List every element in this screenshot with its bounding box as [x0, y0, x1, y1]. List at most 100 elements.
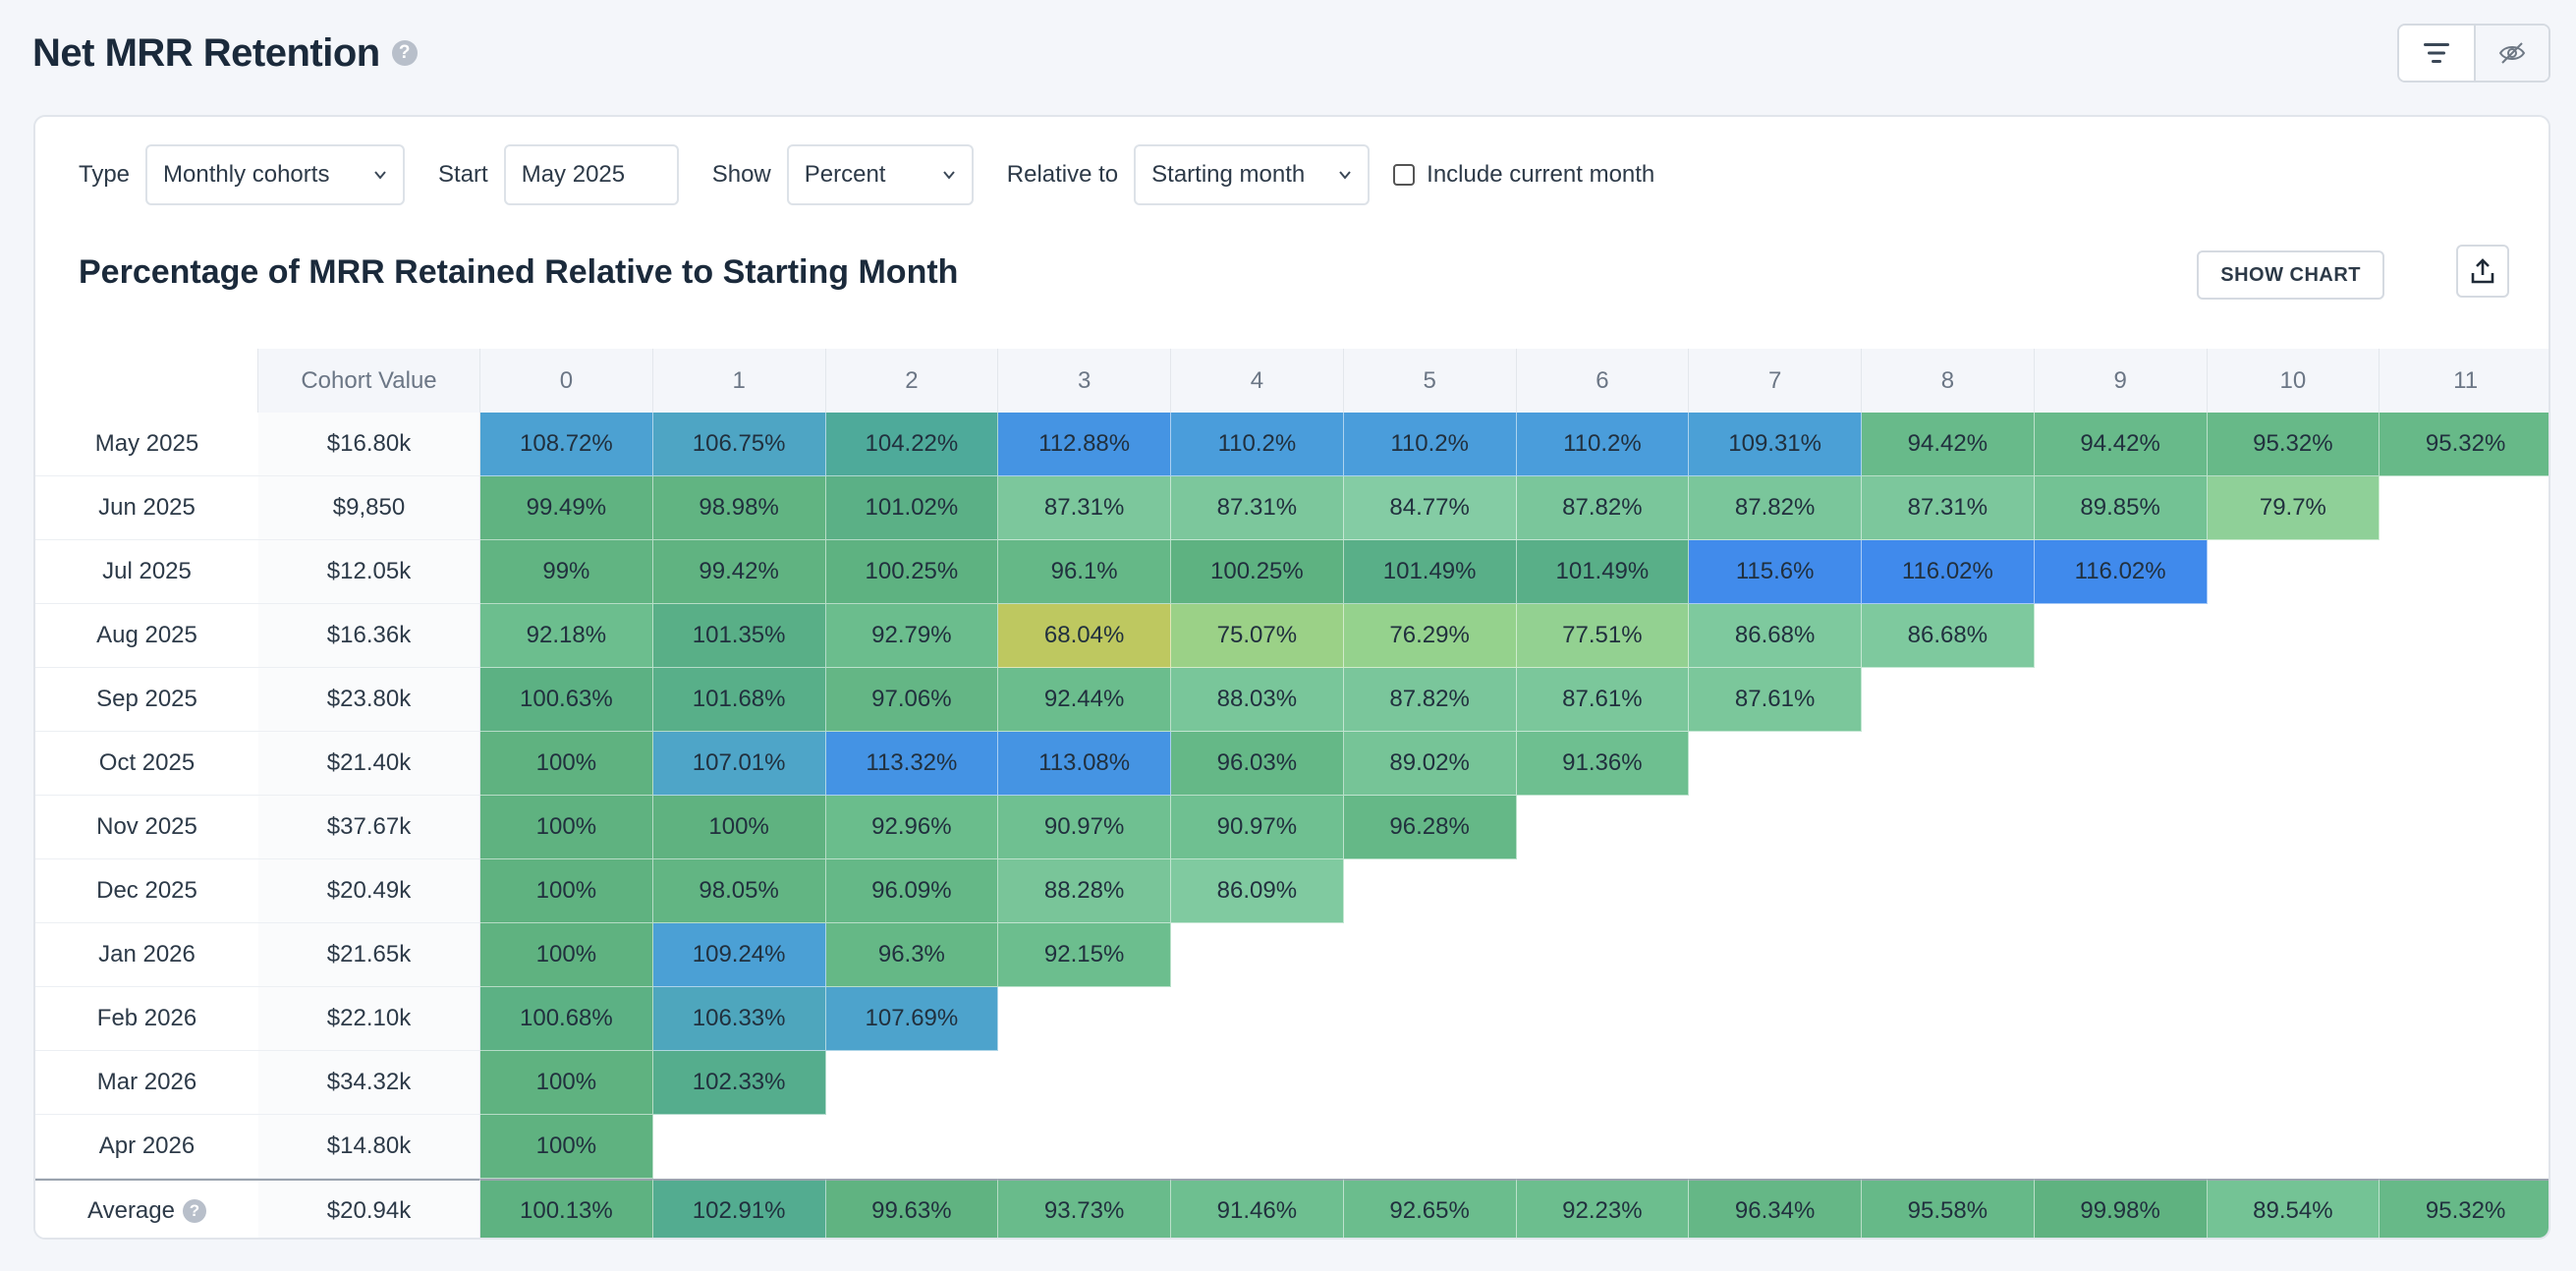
filter-button[interactable]: [2399, 26, 2474, 81]
retention-cell[interactable]: 113.08%: [998, 732, 1171, 796]
include-current-checkbox[interactable]: [1393, 164, 1416, 186]
retention-cell[interactable]: 92.79%: [825, 604, 999, 668]
retention-cell[interactable]: 101.35%: [652, 604, 826, 668]
retention-cell[interactable]: 87.82%: [1689, 476, 1862, 540]
retention-cell[interactable]: 116.02%: [2034, 540, 2208, 604]
retention-cell[interactable]: 94.42%: [2034, 413, 2208, 476]
retention-cell[interactable]: 100.68%: [480, 987, 653, 1051]
retention-cell[interactable]: 75.07%: [1171, 604, 1344, 668]
retention-cell[interactable]: 87.82%: [1343, 668, 1517, 732]
show-chart-button[interactable]: SHOW CHART: [2197, 250, 2384, 300]
retention-cell[interactable]: 95.32%: [2380, 1179, 2548, 1238]
retention-cell[interactable]: 68.04%: [998, 604, 1171, 668]
retention-cell[interactable]: 90.97%: [1171, 796, 1344, 859]
retention-cell[interactable]: 92.18%: [480, 604, 653, 668]
retention-cell[interactable]: 107.01%: [652, 732, 826, 796]
retention-cell[interactable]: 92.44%: [998, 668, 1171, 732]
retention-cell[interactable]: 95.58%: [1862, 1179, 2035, 1238]
retention-cell[interactable]: 89.02%: [1343, 732, 1517, 796]
retention-cell[interactable]: 101.02%: [825, 476, 999, 540]
retention-cell[interactable]: 79.7%: [2207, 476, 2380, 540]
relative-select[interactable]: Starting month: [1134, 144, 1371, 205]
retention-cell[interactable]: 106.75%: [652, 413, 826, 476]
retention-cell[interactable]: 100.25%: [1171, 540, 1344, 604]
retention-cell[interactable]: 87.31%: [1862, 476, 2035, 540]
retention-cell[interactable]: 91.46%: [1171, 1179, 1344, 1238]
retention-cell[interactable]: 100%: [480, 923, 653, 987]
retention-cell[interactable]: 96.1%: [998, 540, 1171, 604]
retention-cell[interactable]: 100%: [480, 732, 653, 796]
retention-cell[interactable]: 86.09%: [1171, 859, 1344, 923]
retention-cell[interactable]: 101.68%: [652, 668, 826, 732]
retention-cell[interactable]: 89.54%: [2207, 1179, 2380, 1238]
retention-cell[interactable]: 100%: [480, 859, 653, 923]
retention-cell[interactable]: 106.33%: [652, 987, 826, 1051]
retention-cell[interactable]: 90.97%: [998, 796, 1171, 859]
hide-button[interactable]: [2474, 26, 2548, 81]
retention-cell[interactable]: 98.05%: [652, 859, 826, 923]
retention-cell[interactable]: 100%: [652, 796, 826, 859]
retention-cell[interactable]: 99%: [480, 540, 653, 604]
retention-cell[interactable]: 100.25%: [825, 540, 999, 604]
retention-cell[interactable]: 96.28%: [1343, 796, 1517, 859]
retention-cell[interactable]: 87.82%: [1516, 476, 1690, 540]
retention-cell[interactable]: 99.98%: [2034, 1179, 2208, 1238]
question-circle-icon[interactable]: ?: [182, 1199, 206, 1223]
retention-cell[interactable]: 96.34%: [1689, 1179, 1862, 1238]
retention-cell[interactable]: 99.63%: [825, 1179, 999, 1238]
show-select[interactable]: Percent: [786, 144, 974, 205]
retention-cell[interactable]: 110.2%: [1516, 413, 1690, 476]
start-input[interactable]: May 2025: [503, 144, 679, 205]
retention-cell[interactable]: 102.91%: [652, 1179, 826, 1238]
retention-cell[interactable]: 96.03%: [1171, 732, 1344, 796]
retention-cell[interactable]: 86.68%: [1689, 604, 1862, 668]
retention-cell[interactable]: 100%: [480, 796, 653, 859]
retention-cell[interactable]: 84.77%: [1343, 476, 1517, 540]
retention-cell[interactable]: 92.65%: [1343, 1179, 1517, 1238]
retention-cell[interactable]: 100%: [480, 1051, 653, 1115]
retention-cell[interactable]: 108.72%: [480, 413, 653, 476]
type-select[interactable]: Monthly cohorts: [145, 144, 406, 205]
retention-cell[interactable]: 92.23%: [1516, 1179, 1690, 1238]
retention-cell[interactable]: 77.51%: [1516, 604, 1690, 668]
retention-cell[interactable]: 113.32%: [825, 732, 999, 796]
retention-cell[interactable]: 76.29%: [1343, 604, 1517, 668]
retention-cell[interactable]: 110.2%: [1171, 413, 1344, 476]
retention-cell[interactable]: 87.61%: [1689, 668, 1862, 732]
retention-cell[interactable]: 94.42%: [1862, 413, 2035, 476]
retention-cell[interactable]: 100.13%: [480, 1179, 653, 1238]
retention-cell[interactable]: 97.06%: [825, 668, 999, 732]
include-current-toggle[interactable]: Include current month: [1393, 161, 1654, 189]
retention-cell[interactable]: 96.3%: [825, 923, 999, 987]
retention-cell[interactable]: 109.24%: [652, 923, 826, 987]
question-circle-icon[interactable]: ?: [391, 40, 418, 66]
retention-cell[interactable]: 115.6%: [1689, 540, 1862, 604]
retention-cell[interactable]: 104.22%: [825, 413, 999, 476]
retention-cell[interactable]: 107.69%: [825, 987, 999, 1051]
retention-cell[interactable]: 86.68%: [1862, 604, 2035, 668]
retention-cell[interactable]: 92.15%: [998, 923, 1171, 987]
retention-cell[interactable]: 89.85%: [2034, 476, 2208, 540]
retention-cell[interactable]: 99.42%: [652, 540, 826, 604]
retention-cell[interactable]: 92.96%: [825, 796, 999, 859]
retention-cell[interactable]: 99.49%: [480, 476, 653, 540]
export-button[interactable]: [2456, 245, 2509, 298]
retention-cell[interactable]: 116.02%: [1862, 540, 2035, 604]
retention-cell[interactable]: 102.33%: [652, 1051, 826, 1115]
retention-cell[interactable]: 101.49%: [1516, 540, 1690, 604]
retention-cell[interactable]: 88.28%: [998, 859, 1171, 923]
retention-cell[interactable]: 112.88%: [998, 413, 1171, 476]
retention-cell[interactable]: 95.32%: [2380, 413, 2548, 476]
retention-cell[interactable]: 96.09%: [825, 859, 999, 923]
retention-cell[interactable]: 100%: [480, 1115, 653, 1179]
retention-cell[interactable]: 88.03%: [1171, 668, 1344, 732]
retention-cell[interactable]: 87.31%: [998, 476, 1171, 540]
retention-cell[interactable]: 87.61%: [1516, 668, 1690, 732]
retention-cell[interactable]: 91.36%: [1516, 732, 1690, 796]
retention-cell[interactable]: 101.49%: [1343, 540, 1517, 604]
retention-cell[interactable]: 93.73%: [998, 1179, 1171, 1238]
retention-cell[interactable]: 95.32%: [2207, 413, 2380, 476]
retention-cell[interactable]: 87.31%: [1171, 476, 1344, 540]
retention-cell[interactable]: 100.63%: [480, 668, 653, 732]
retention-cell[interactable]: 98.98%: [652, 476, 826, 540]
